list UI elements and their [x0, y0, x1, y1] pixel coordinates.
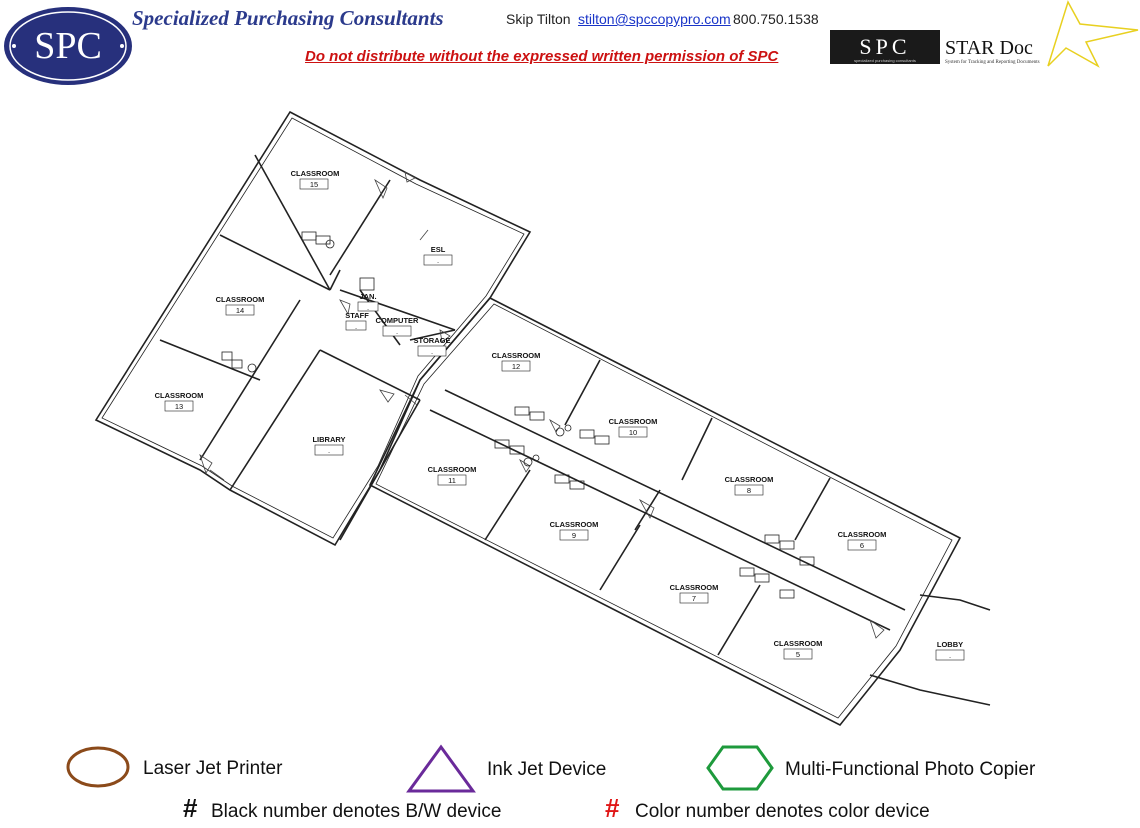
main-wing-outline [368, 297, 962, 727]
room-label-classroom-6: CLASSROOM [838, 530, 887, 539]
legend-mfp-icon [706, 745, 774, 791]
spc-logo: SPC [4, 7, 132, 85]
room-label-classroom-13: CLASSROOM [155, 391, 204, 400]
stardoc-spc-subtext: specialized purchasing consultants [854, 58, 916, 63]
room-number-6: 6 [860, 541, 864, 550]
stardoc-spc-text: SPC [859, 34, 910, 59]
room-number-jan: . [367, 303, 369, 312]
room-number-9: 9 [572, 531, 576, 540]
room-label-classroom-7: CLASSROOM [670, 583, 719, 592]
stardoc-subtitle: System for Tracking and Reporting Docume… [945, 60, 1040, 65]
room-number-7: 7 [692, 594, 696, 603]
bw-legend-text: Black number denotes B/W device [211, 801, 502, 822]
contact-name: Skip Tilton [506, 11, 571, 27]
legend-laser-icon [66, 746, 130, 788]
room-number-8: 8 [747, 486, 751, 495]
room-label-classroom-5: CLASSROOM [774, 639, 823, 648]
room-number-15: 15 [310, 180, 318, 189]
legend-mfp-label: Multi-Functional Photo Copier [785, 759, 1036, 780]
room-number-14: 14 [236, 306, 244, 315]
spc-logo-text: SPC [34, 25, 102, 67]
room-label-lobby: LOBBY [937, 640, 963, 649]
stardoc-logo: SPC specialized purchasing consultants S… [830, 0, 1139, 68]
color-hash-symbol: # [605, 793, 620, 823]
legend-inkjet-icon [406, 744, 476, 793]
room-number-10: 10 [629, 428, 637, 437]
contact-phone: 800.750.1538 [733, 11, 819, 27]
color-legend-text: Color number denotes color device [635, 801, 930, 822]
distribution-notice: Do not distribute without the expressed … [305, 48, 779, 65]
room-number-5: 5 [796, 650, 800, 659]
room-label-classroom-15: CLASSROOM [291, 169, 340, 178]
legend-laser-label: Laser Jet Printer [143, 758, 283, 779]
legend-inkjet-label: Ink Jet Device [487, 759, 607, 780]
room-number-storage: . [431, 347, 433, 356]
room-number-staff: . [355, 322, 357, 331]
room-label-storage: STORAGE [414, 336, 451, 345]
room-label-classroom-14: CLASSROOM [216, 295, 265, 304]
room-label-staff: STAFF [345, 311, 369, 320]
room-label-library: LIBRARY [312, 435, 345, 444]
room-number-lobby: . [949, 651, 951, 660]
room-label-classroom-10: CLASSROOM [609, 417, 658, 426]
room-label-jan: JAN. [359, 292, 376, 301]
room-label-classroom-11: CLASSROOM [428, 465, 477, 474]
room-number-11: 11 [448, 476, 456, 485]
room-label-classroom-12: CLASSROOM [492, 351, 541, 360]
room-label-computer: COMPUTER [376, 316, 420, 325]
room-label-esl: ESL [431, 245, 446, 254]
room-label-classroom-9: CLASSROOM [550, 520, 599, 529]
room-number-library: . [328, 446, 330, 455]
room-number-12: 12 [512, 362, 520, 371]
stardoc-title: STAR Doc [945, 37, 1033, 59]
bw-hash-symbol: # [183, 793, 198, 823]
contact-email-link[interactable]: stilton@spccopypro.com [578, 11, 731, 27]
company-name: Specialized Purchasing Consultants [132, 6, 444, 30]
room-number-esl: . [437, 256, 439, 265]
room-number-13: 13 [175, 402, 183, 411]
room-label-classroom-8: CLASSROOM [725, 475, 774, 484]
room-number-computer: . [396, 327, 398, 336]
